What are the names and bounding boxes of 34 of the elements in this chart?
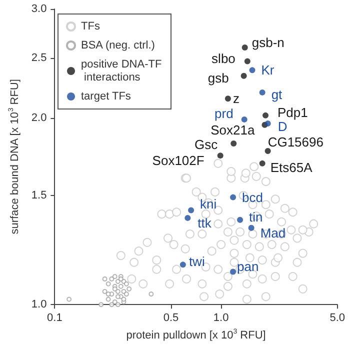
y-tick-label: 1.5 xyxy=(31,190,47,202)
annotation: Kr xyxy=(261,62,275,78)
x-tick-label: 0.5 xyxy=(163,312,179,324)
annotation: tin xyxy=(249,209,263,224)
annotation: pan xyxy=(237,259,259,274)
annotation: Mad xyxy=(260,225,286,240)
x-tick-label: 0.1 xyxy=(47,312,62,324)
annotation: prd xyxy=(214,106,234,121)
y-tick-label: 2.0 xyxy=(31,112,47,124)
y-tick-label: 2.5 xyxy=(31,52,47,64)
annotation: gsb xyxy=(208,70,229,86)
y-tick-label: 1.0 xyxy=(31,298,47,311)
annotation: CG15696 xyxy=(268,134,324,150)
annotation: Sox21a xyxy=(210,122,256,138)
annotation: bcd xyxy=(242,190,263,205)
y-tick-label: 3.0 xyxy=(31,3,47,15)
annotation: z xyxy=(232,91,240,106)
annotation: D xyxy=(278,119,288,134)
x-tick-label: 5.0 xyxy=(330,312,346,324)
legend-label: TFs xyxy=(81,20,100,32)
annotation: slbo xyxy=(212,50,236,66)
annotation: Ets65A xyxy=(270,160,313,175)
annotation: ttk xyxy=(198,215,212,230)
legend-label: positive DNA-TF interactions xyxy=(81,58,162,84)
annotation: twi xyxy=(188,254,205,270)
legend-label: BSA (neg. ctrl.) xyxy=(81,40,155,52)
annotation: Sox102F xyxy=(152,153,204,168)
annotation: gt xyxy=(271,86,283,102)
annotation: kni xyxy=(200,196,217,212)
annotation: Gsc xyxy=(194,136,218,152)
x-tick-label: 1.0 xyxy=(213,312,229,324)
legend-label: target TFs xyxy=(81,90,132,102)
annotation: Pdp1 xyxy=(278,104,308,120)
annotation: gsb-n xyxy=(252,35,284,50)
